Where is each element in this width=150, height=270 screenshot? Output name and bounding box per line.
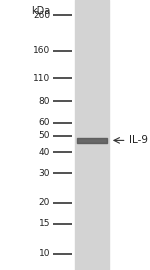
Text: 40: 40 bbox=[39, 148, 50, 157]
Text: IL-9: IL-9 bbox=[129, 135, 148, 146]
Text: 30: 30 bbox=[39, 169, 50, 178]
Text: 80: 80 bbox=[39, 97, 50, 106]
Text: 15: 15 bbox=[39, 220, 50, 228]
Text: 50: 50 bbox=[39, 131, 50, 140]
Text: 10: 10 bbox=[39, 249, 50, 258]
Text: 20: 20 bbox=[39, 198, 50, 207]
Text: kDa: kDa bbox=[31, 6, 50, 16]
Text: 260: 260 bbox=[33, 11, 50, 20]
Text: 110: 110 bbox=[33, 74, 50, 83]
Text: 160: 160 bbox=[33, 46, 50, 55]
Text: 60: 60 bbox=[39, 118, 50, 127]
